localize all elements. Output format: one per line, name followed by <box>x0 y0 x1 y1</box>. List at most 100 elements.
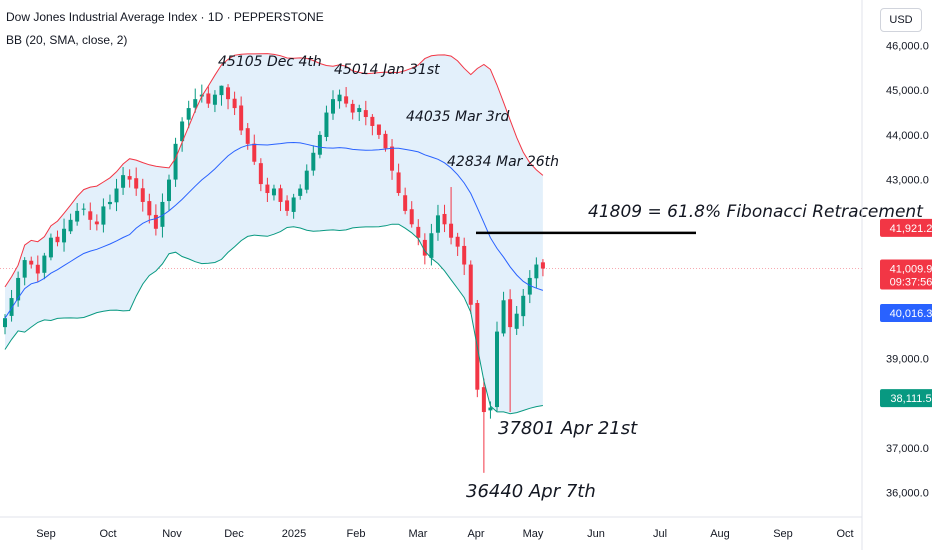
candle <box>527 270 532 304</box>
candle-body <box>193 99 198 108</box>
last-price-price-label: 41,009.909:37:56 <box>880 259 932 290</box>
x-tick-label: Aug <box>710 528 730 540</box>
candle <box>324 105 329 142</box>
candle-body <box>403 195 408 211</box>
annotation-label: 41809 = 61.8% Fibonacci Retracement <box>588 202 924 222</box>
candle-body <box>114 188 119 203</box>
lower-band-line <box>4 223 543 415</box>
candle-body <box>121 175 126 188</box>
candle-body <box>22 260 27 278</box>
candle <box>114 178 119 212</box>
price-label-bg <box>880 389 932 408</box>
upper-band-price-label: 41,921.2 <box>880 218 932 237</box>
candle-body <box>363 110 368 118</box>
annotation-label: 36440 Apr 7th <box>466 481 596 502</box>
candle <box>101 198 106 233</box>
candle <box>81 203 86 216</box>
candle-body <box>357 108 362 113</box>
candle-body <box>331 99 335 114</box>
candle-body <box>186 108 191 120</box>
annotation-label: 37801 Apr 21st <box>498 418 638 439</box>
candle <box>153 204 158 236</box>
x-tick-label: Sep <box>36 528 56 540</box>
annotation-label: 45014 Jan 31st <box>334 62 440 78</box>
candle <box>455 232 460 256</box>
candle <box>193 88 198 113</box>
chart-title: Dow Jones Industrial Average Index · 1D … <box>6 10 324 24</box>
upper-band-line <box>4 53 544 288</box>
candle <box>317 131 322 159</box>
candle-body <box>62 228 67 243</box>
candle-body <box>442 213 447 225</box>
candle-body <box>501 300 506 334</box>
candle <box>468 260 473 314</box>
candle-body <box>527 277 532 295</box>
candle-body <box>416 226 421 238</box>
candle-body <box>167 179 171 202</box>
candle <box>140 178 145 212</box>
candle <box>350 99 355 120</box>
candle <box>206 86 211 108</box>
candle-body <box>317 134 322 155</box>
candle <box>271 184 276 201</box>
x-tick-label: Jun <box>587 528 605 540</box>
candle-body <box>508 299 513 328</box>
candle-body <box>206 93 211 104</box>
annotation-label: 45105 Dec 4th <box>218 54 322 70</box>
candle-body <box>55 236 60 243</box>
candle <box>540 259 545 277</box>
candle-body <box>9 298 14 316</box>
candle <box>29 256 34 269</box>
price-label-bg <box>880 303 932 322</box>
candle <box>16 271 21 307</box>
candle-body <box>495 331 499 408</box>
candle <box>167 174 171 211</box>
price-label-bg <box>880 259 932 290</box>
candle <box>173 137 178 187</box>
candle-body <box>291 197 296 212</box>
candle-body <box>3 318 7 328</box>
candle <box>147 193 152 224</box>
candle-body <box>48 237 53 258</box>
candle-body <box>16 277 21 301</box>
candle-body <box>455 236 460 247</box>
x-tick-label: Apr <box>467 528 484 540</box>
candle-body <box>265 184 270 194</box>
candle <box>258 158 263 192</box>
candle-body <box>160 201 165 227</box>
y-tick-label: 36,000.0 <box>886 488 929 500</box>
candle-body <box>337 94 342 102</box>
price-label-text: 40,016.3 <box>890 308 932 320</box>
candle-body <box>226 87 231 100</box>
candle-body <box>180 121 185 142</box>
x-tick-label: Nov <box>162 528 182 540</box>
candle-body <box>239 105 244 131</box>
candle-body <box>481 387 486 413</box>
candle <box>521 288 526 327</box>
candle <box>22 257 27 286</box>
candle-body <box>311 152 316 171</box>
lower-band-price-label: 38,111.5 <box>880 389 932 408</box>
currency-button[interactable]: USD <box>880 8 922 32</box>
candle-body <box>252 143 257 162</box>
candle-body <box>468 264 473 305</box>
candle <box>435 204 440 241</box>
annotation-label: 42834 Mar 26th <box>447 154 559 170</box>
candle <box>363 100 368 126</box>
candle <box>357 104 362 121</box>
candle-body <box>29 260 34 265</box>
candle-body <box>173 143 178 180</box>
candle <box>180 117 185 152</box>
candle <box>252 134 257 165</box>
indicator-label: BB (20, SMA, close, 2) <box>6 33 128 47</box>
y-tick-label: 44,000.0 <box>886 130 929 142</box>
price-label-bg <box>880 218 932 237</box>
x-tick-label: Sep <box>773 528 793 540</box>
candle-body <box>429 233 434 258</box>
y-tick-label: 39,000.0 <box>886 353 929 365</box>
candle-body <box>344 96 349 104</box>
candle <box>481 378 486 473</box>
candle-body <box>127 176 132 180</box>
candle-body <box>409 209 414 225</box>
